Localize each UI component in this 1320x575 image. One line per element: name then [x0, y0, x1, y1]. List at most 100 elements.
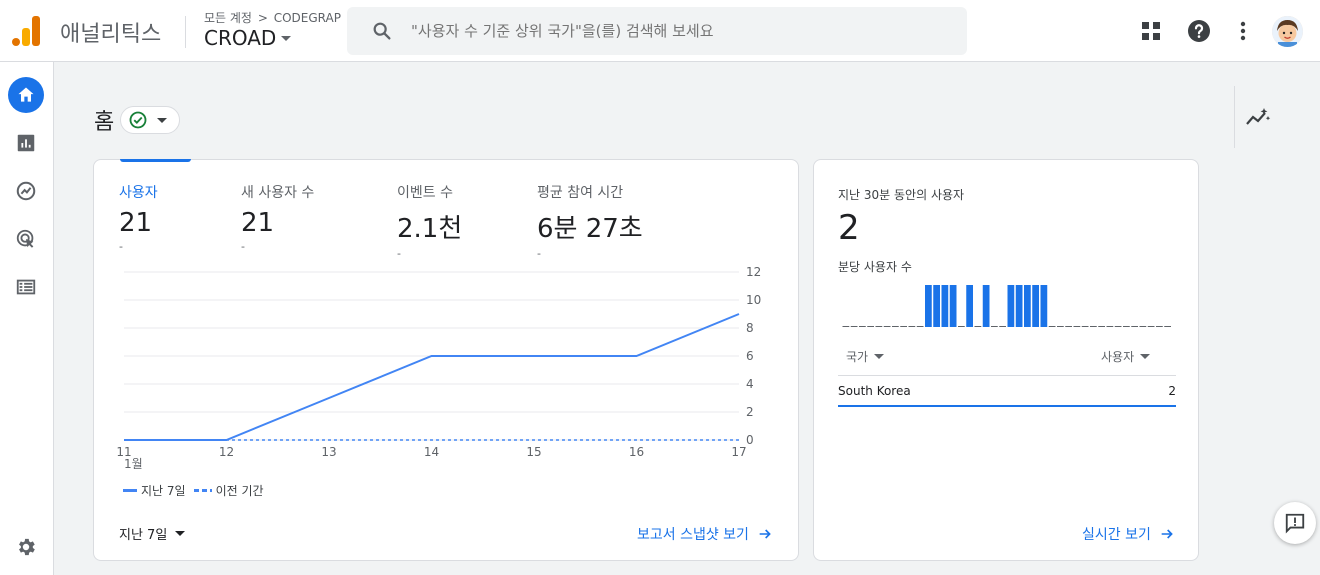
minute-bar[interactable] [892, 326, 899, 327]
row-selected-indicator [838, 405, 1176, 407]
minute-bar[interactable] [908, 326, 916, 327]
nav-home[interactable] [8, 77, 44, 113]
insights-icon[interactable] [1245, 106, 1271, 128]
minute-bar[interactable] [1164, 326, 1171, 327]
apps-grid-icon[interactable] [1139, 19, 1163, 43]
metric-tab-users[interactable]: 사용자 21 - [119, 182, 158, 253]
nav-settings[interactable] [8, 529, 44, 565]
column-header-country-label: 국가 [846, 350, 869, 364]
feedback-button[interactable] [1274, 502, 1316, 544]
nav-reports[interactable] [8, 125, 44, 161]
legend-swatch-previous [193, 489, 212, 492]
minute-bar[interactable] [1114, 326, 1122, 327]
column-header-users-label: 사용자 [1101, 350, 1135, 364]
minute-bar[interactable] [949, 285, 957, 327]
minute-bar[interactable] [1131, 326, 1138, 327]
metric-delta: - [397, 247, 401, 260]
left-nav-rail [0, 62, 54, 575]
minute-bar[interactable] [1147, 326, 1155, 327]
minute-bar[interactable] [1024, 285, 1031, 327]
view-realtime-label: 실시간 보기 [1082, 527, 1151, 543]
minute-bar[interactable] [991, 326, 998, 327]
search-bar[interactable] [347, 7, 967, 55]
x-tick-label: 16 [629, 445, 644, 459]
chevron-down-icon [281, 35, 292, 41]
breadcrumb-root[interactable]: 모든 계정 [204, 11, 252, 25]
breadcrumb-account[interactable]: CODEGRAP [273, 11, 341, 25]
minute-bar[interactable] [1032, 285, 1039, 327]
minute-bar[interactable] [1057, 326, 1064, 327]
minute-bar[interactable] [1007, 285, 1015, 327]
minute-bar[interactable] [859, 326, 866, 327]
minute-bar[interactable] [1040, 285, 1048, 327]
date-range-label: 지난 7일 [119, 528, 168, 543]
metric-delta: - [119, 240, 123, 253]
x-tick-label: 15 [526, 445, 541, 459]
metric-tab-engagement-time[interactable]: 평균 참여 시간 6분 27초 - [537, 182, 643, 260]
property-selector[interactable]: CROAD [204, 26, 292, 50]
table-divider [838, 375, 1176, 376]
minute-bar[interactable] [875, 326, 883, 327]
metric-tab-indicator [120, 159, 191, 162]
minute-bar[interactable] [1156, 326, 1163, 327]
minute-bar[interactable] [982, 285, 990, 327]
minute-bar[interactable] [900, 326, 907, 327]
minute-bar[interactable] [974, 326, 982, 327]
explore-icon [16, 181, 36, 201]
more-vert-icon[interactable] [1231, 19, 1255, 43]
minute-bar[interactable] [925, 285, 932, 327]
help-icon[interactable] [1187, 19, 1211, 43]
view-report-snapshot-link[interactable]: 보고서 스냅샷 보기 [637, 524, 773, 544]
property-name: CROAD [204, 26, 277, 50]
minute-bar[interactable] [999, 326, 1006, 327]
users-per-minute-chart [842, 285, 1171, 327]
series-line-current [124, 313, 740, 441]
minute-bar[interactable] [1106, 326, 1114, 327]
date-range-selector[interactable]: 지난 7일 [119, 524, 186, 543]
minute-bar[interactable] [1098, 326, 1105, 327]
reports-icon [17, 134, 35, 152]
column-header-users[interactable]: 사용자 [1101, 348, 1151, 365]
top-app-bar: 애널리틱스 모든 계정 > CODEGRAP CROAD [0, 0, 1320, 62]
minute-bar[interactable] [850, 326, 858, 327]
analytics-logo-icon[interactable] [12, 16, 40, 46]
minute-bar[interactable] [933, 285, 940, 327]
realtime-card: 지난 30분 동안의 사용자 2 분당 사용자 수 국가 사용자 South K… [813, 159, 1199, 561]
nav-explore[interactable] [8, 173, 44, 209]
minute-bar[interactable] [958, 326, 965, 327]
minute-bar[interactable] [1123, 326, 1130, 327]
minute-bar[interactable] [883, 326, 891, 327]
minute-bar[interactable] [941, 285, 949, 327]
minute-bar[interactable] [1015, 285, 1023, 327]
minute-bar[interactable] [1090, 326, 1097, 327]
column-header-country[interactable]: 국가 [846, 348, 885, 365]
nav-advertising[interactable] [8, 221, 44, 257]
advertising-icon [16, 229, 34, 248]
realtime-value: 2 [838, 208, 860, 248]
metric-tab-new-users[interactable]: 새 사용자 수 21 - [241, 182, 314, 253]
minute-bar[interactable] [1048, 326, 1056, 327]
row-country: South Korea [838, 384, 911, 398]
metric-tab-event-count[interactable]: 이벤트 수 2.1천 - [397, 182, 462, 260]
y-tick-label: 8 [746, 321, 754, 335]
legend-swatch-current [123, 489, 137, 492]
minute-bar[interactable] [1073, 326, 1081, 327]
minute-bar[interactable] [842, 326, 850, 327]
settings-icon [19, 538, 35, 556]
minute-bar[interactable] [1081, 326, 1089, 327]
breadcrumb[interactable]: 모든 계정 > CODEGRAP [204, 9, 341, 26]
account-avatar[interactable] [1272, 16, 1303, 47]
chevron-down-icon [157, 117, 167, 123]
x-tick-label: 12 [219, 445, 234, 459]
y-tick-label: 10 [746, 293, 761, 307]
status-chip[interactable] [120, 106, 180, 134]
minute-bar[interactable] [966, 285, 973, 327]
view-realtime-link[interactable]: 실시간 보기 [1082, 524, 1175, 544]
search-input[interactable] [411, 22, 931, 40]
minute-bar[interactable] [1065, 326, 1072, 327]
minute-bar[interactable] [1139, 326, 1147, 327]
minute-bar[interactable] [916, 326, 924, 327]
nav-configure[interactable] [8, 269, 44, 305]
users-line-chart: 12 10 8 6 4 2 0 11 12 13 14 15 16 17 1월 [116, 265, 761, 470]
minute-bar[interactable] [867, 326, 874, 327]
